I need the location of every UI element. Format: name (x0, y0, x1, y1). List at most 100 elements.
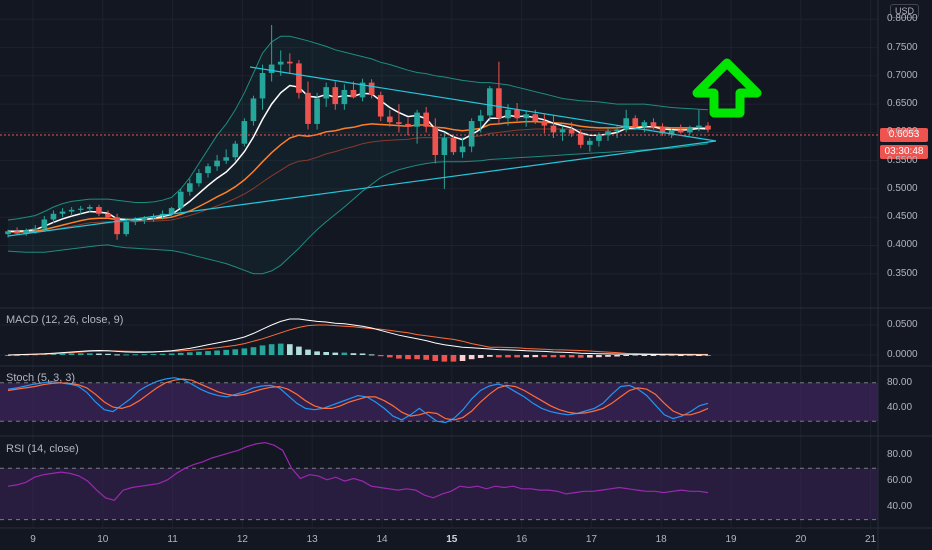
stoch-pane[interactable] (0, 377, 878, 424)
candle[interactable] (5, 231, 11, 235)
candle[interactable] (468, 121, 475, 147)
macd-histogram-bar[interactable] (487, 355, 493, 357)
macd-histogram-bar[interactable] (596, 355, 602, 358)
macd-histogram-bar[interactable] (414, 355, 420, 360)
candle[interactable] (550, 125, 557, 133)
candle[interactable] (505, 109, 511, 119)
candle[interactable] (368, 82, 375, 96)
candle[interactable] (287, 61, 293, 64)
candle[interactable] (496, 88, 502, 119)
macd-pane[interactable] (5, 318, 711, 362)
macd-histogram-bar[interactable] (605, 355, 611, 357)
candle[interactable] (23, 230, 29, 234)
bollinger-lower-line[interactable] (7, 143, 709, 275)
macd-line[interactable] (7, 318, 708, 356)
candle[interactable] (414, 112, 420, 127)
candle[interactable] (677, 130, 684, 133)
macd-histogram-bar[interactable] (150, 354, 157, 356)
candle[interactable] (514, 109, 520, 119)
candle[interactable] (205, 166, 211, 174)
candle[interactable] (350, 89, 357, 98)
candle[interactable] (196, 173, 202, 184)
candle[interactable] (50, 213, 57, 220)
macd-signal-line[interactable] (7, 324, 708, 356)
candle[interactable] (114, 217, 120, 235)
macd-histogram-bar[interactable] (59, 353, 66, 355)
macd-histogram-bar[interactable] (277, 343, 284, 355)
macd-histogram-bar[interactable] (14, 355, 20, 356)
macd-histogram-bar[interactable] (496, 355, 502, 358)
macd-histogram-bar[interactable] (177, 352, 184, 355)
macd-histogram-bar[interactable] (468, 355, 475, 360)
macd-histogram-bar[interactable] (359, 353, 366, 356)
macd-histogram-bar[interactable] (68, 353, 75, 355)
candle[interactable] (105, 213, 111, 218)
stoch-k-line[interactable] (7, 377, 709, 424)
candle[interactable] (359, 82, 366, 98)
macd-histogram-bar[interactable] (305, 349, 311, 355)
macd-histogram-bar[interactable] (77, 353, 84, 355)
macd-histogram-bar[interactable] (696, 355, 702, 356)
candle[interactable] (296, 63, 302, 93)
macd-histogram-bar[interactable] (214, 350, 220, 356)
macd-histogram-bar[interactable] (532, 355, 539, 358)
candle[interactable] (87, 207, 93, 209)
candle[interactable] (596, 135, 602, 141)
macd-histogram-bar[interactable] (377, 355, 384, 357)
candle[interactable] (314, 98, 320, 124)
candle[interactable] (577, 133, 584, 145)
candle[interactable] (123, 221, 129, 235)
candle[interactable] (568, 129, 575, 134)
bollinger-upper-line[interactable] (7, 35, 709, 221)
candle[interactable] (132, 220, 139, 222)
macd-histogram-bar[interactable] (196, 351, 202, 355)
macd-histogram-bar[interactable] (459, 355, 466, 361)
lower-trendline[interactable] (7, 140, 717, 237)
macd-histogram-bar[interactable] (50, 353, 57, 355)
macd-histogram-bar[interactable] (450, 355, 457, 362)
macd-histogram-bar[interactable] (641, 355, 648, 356)
price-pane[interactable] (5, 24, 711, 275)
macd-histogram-bar[interactable] (523, 355, 529, 358)
macd-histogram-bar[interactable] (332, 352, 339, 355)
macd-histogram-bar[interactable] (568, 355, 575, 358)
macd-histogram-bar[interactable] (341, 352, 348, 355)
candle[interactable] (523, 114, 529, 119)
macd-histogram-bar[interactable] (232, 349, 239, 355)
candle[interactable] (241, 121, 248, 144)
macd-histogram-bar[interactable] (350, 353, 357, 355)
candle[interactable] (705, 125, 711, 130)
candle[interactable] (696, 125, 702, 128)
macd-histogram-bar[interactable] (314, 351, 320, 355)
stoch-label[interactable]: Stoch (5, 3, 3) (6, 372, 76, 384)
candle[interactable] (632, 118, 639, 127)
candle[interactable] (623, 118, 629, 130)
candle[interactable] (214, 160, 220, 167)
candle[interactable] (432, 126, 439, 155)
macd-histogram-bar[interactable] (505, 355, 511, 358)
macd-histogram-bar[interactable] (368, 354, 375, 356)
macd-histogram-bar[interactable] (705, 355, 711, 356)
candle[interactable] (459, 146, 466, 153)
candle[interactable] (559, 129, 566, 133)
upper-trendline[interactable] (249, 66, 717, 142)
currency-label[interactable]: USD (890, 4, 920, 18)
candle[interactable] (441, 138, 448, 155)
candle[interactable] (277, 61, 284, 65)
candle[interactable] (650, 122, 657, 127)
macd-histogram-bar[interactable] (432, 355, 439, 361)
ma-fast-line[interactable] (8, 84, 709, 233)
candle[interactable] (405, 123, 411, 127)
candle[interactable] (423, 112, 429, 127)
candle[interactable] (68, 209, 75, 212)
macd-histogram-bar[interactable] (105, 353, 111, 355)
candle[interactable] (177, 191, 184, 209)
candle[interactable] (32, 228, 39, 231)
macd-histogram-bar[interactable] (323, 352, 329, 355)
macd-histogram-bar[interactable] (187, 352, 193, 355)
macd-histogram-bar[interactable] (387, 355, 393, 358)
rsi-pane[interactable] (0, 441, 878, 521)
rsi-label[interactable]: RSI (14, close) (6, 443, 79, 455)
candle[interactable] (605, 131, 611, 136)
